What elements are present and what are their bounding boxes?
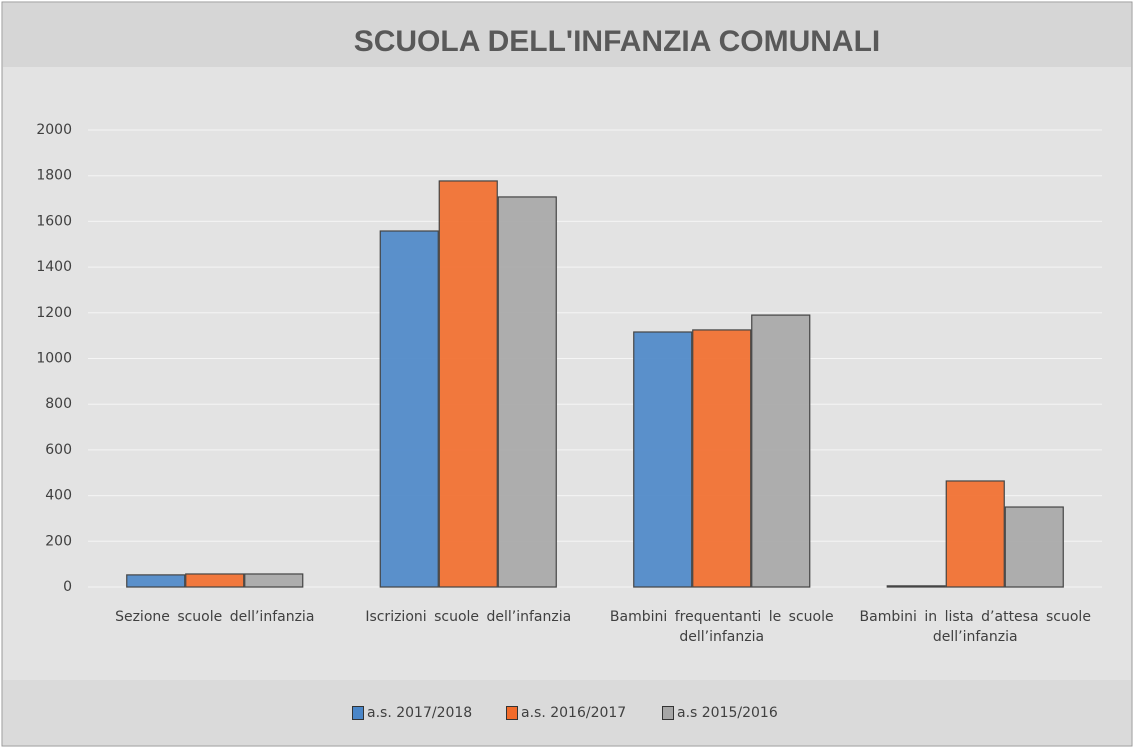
title-band — [3, 3, 1131, 67]
legend-label: a.s. 2016/2017 — [521, 705, 627, 721]
legend-swatch — [662, 706, 674, 720]
legend-label: a.s 2015/2016 — [677, 705, 778, 721]
bar — [185, 573, 245, 588]
y-tick-label: 0 — [63, 579, 72, 595]
bar — [886, 585, 946, 588]
bar — [1004, 506, 1064, 588]
legend-swatch — [352, 706, 364, 720]
bar — [126, 574, 186, 588]
chart-frame — [1, 1, 1133, 747]
y-tick-label: 1600 — [36, 213, 72, 229]
y-tick-label: 400 — [45, 488, 72, 504]
bar — [438, 180, 498, 588]
legend-band — [3, 680, 1131, 745]
bar — [633, 331, 693, 588]
bar — [379, 230, 439, 588]
y-tick-label: 200 — [45, 533, 72, 549]
bar — [692, 329, 752, 588]
y-tick-label: 2000 — [36, 122, 72, 138]
y-tick-label: 1400 — [36, 259, 72, 275]
bar — [945, 480, 1005, 588]
x-tick-label: Bambini frequentanti le scuole dell’infa… — [609, 609, 834, 645]
y-tick-label: 1800 — [36, 168, 72, 184]
legend-swatch — [506, 706, 518, 720]
x-tick-label: Bambini in lista d’attesa scuole dell’in… — [859, 609, 1091, 645]
bar — [497, 196, 557, 588]
x-tick-label: Iscrizioni scuole dell’infanzia — [365, 609, 572, 625]
y-tick-label: 1000 — [36, 351, 72, 367]
x-tick-label: Sezione scuole dell’infanzia — [115, 609, 315, 625]
legend-item: a.s 2015/2016 — [662, 705, 778, 721]
y-tick-label: 600 — [45, 442, 72, 458]
y-tick-label: 800 — [45, 396, 72, 412]
legend-item: a.s. 2016/2017 — [506, 705, 626, 721]
bar — [244, 573, 304, 588]
y-tick-label: 1200 — [36, 305, 72, 321]
chart-title: SCUOLA DELL'INFANZIA COMUNALI — [354, 25, 881, 58]
bar — [751, 314, 811, 588]
legend-label: a.s. 2017/2018 — [367, 705, 473, 721]
legend-item: a.s. 2017/2018 — [352, 705, 472, 721]
